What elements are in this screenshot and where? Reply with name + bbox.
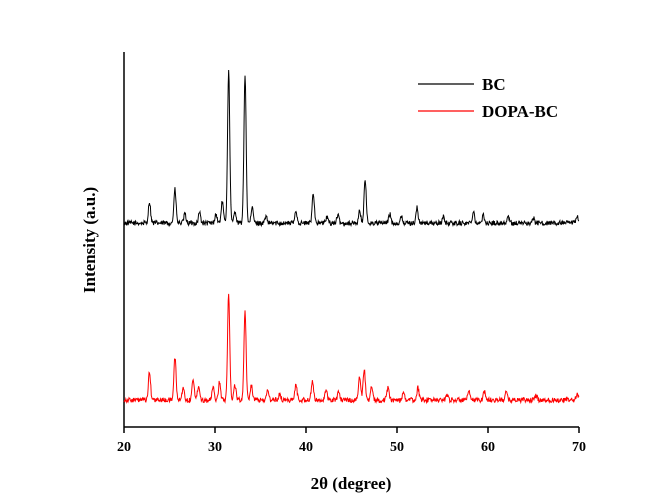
x-tick-label: 60 [481, 440, 495, 455]
legend-label: DOPA-BC [482, 102, 558, 121]
x-tick-label: 50 [390, 440, 404, 455]
x-tick-label: 20 [117, 440, 131, 455]
y-axis-label: Intensity (a.u.) [80, 187, 99, 293]
series-line-dopa-bc [123, 293, 580, 405]
x-tick-label: 30 [208, 440, 222, 455]
legend-label: BC [482, 75, 506, 94]
plot-series [123, 69, 580, 405]
legend: BC DOPA-BC [418, 75, 558, 121]
x-axis-label: 2θ (degree) [311, 474, 392, 493]
x-tick-label: 70 [572, 440, 586, 455]
series-line-bc [123, 69, 580, 228]
x-tick-label: 40 [299, 440, 313, 455]
axes [123, 52, 579, 428]
x-ticks: 20 30 40 50 60 70 [117, 427, 586, 455]
